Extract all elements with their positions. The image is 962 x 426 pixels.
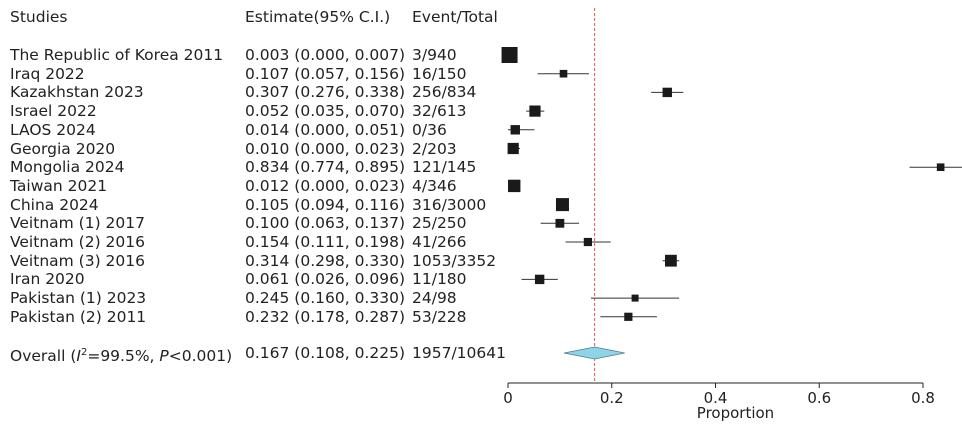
study-events: 316/3000: [412, 195, 487, 214]
study-events: 25/250: [412, 214, 467, 233]
study-estimate: 0.100 (0.063, 0.137): [245, 214, 405, 233]
point-estimate: [664, 254, 677, 267]
study-estimate: 0.052 (0.035, 0.070): [245, 102, 405, 121]
study-label: Israel 2022: [10, 102, 97, 121]
study-estimate: 0.154 (0.111, 0.198): [245, 233, 405, 251]
study-label: The Republic of Korea 2011: [10, 46, 224, 64]
study-events: 32/613: [412, 102, 467, 121]
point-estimate: [510, 125, 520, 135]
point-estimate: [583, 237, 592, 247]
study-label: Veitnam (3) 2016: [10, 251, 145, 270]
overall-events: 1957/10641: [412, 344, 506, 362]
study-events: 41/266: [412, 233, 467, 251]
point-estimate: [624, 312, 633, 321]
x-axis-label: Proportion: [697, 404, 774, 422]
study-label: Kazakhstan 2023: [10, 83, 144, 102]
study-label: Pakistan (2) 2011: [10, 307, 147, 326]
study-events: 3/940: [412, 46, 457, 64]
studies-header: Studies: [10, 8, 68, 26]
study-estimate: 0.245 (0.160, 0.330): [245, 289, 405, 308]
study-events: 4/346: [412, 176, 457, 195]
point-estimate: [508, 179, 521, 193]
study-events: 2/203: [412, 139, 457, 158]
point-estimate: [501, 47, 518, 63]
study-events: 24/98: [412, 289, 457, 308]
study-estimate: 0.012 (0.000, 0.023): [245, 176, 405, 195]
overall-label: Overall (I2=99.5%, P<0.001): [10, 347, 233, 366]
point-estimate: [936, 163, 945, 171]
point-estimate: [631, 294, 639, 302]
study-label: Taiwan 2021: [10, 176, 108, 195]
x-tick-label: 0: [503, 389, 513, 407]
point-estimate: [534, 274, 545, 285]
study-label: Veitnam (1) 2017: [10, 214, 145, 233]
point-estimate: [529, 105, 541, 117]
point-estimate: [507, 142, 519, 155]
study-estimate: 0.061 (0.026, 0.096): [245, 270, 405, 289]
point-estimate: [662, 87, 672, 98]
study-label: Iraq 2022: [10, 64, 85, 83]
study-label: LAOS 2024: [10, 120, 96, 139]
events-header: Event/Total: [412, 8, 498, 26]
study-estimate: 0.232 (0.178, 0.287): [245, 307, 405, 326]
study-label: Pakistan (1) 2023: [10, 289, 147, 308]
study-label: Mongolia 2024: [10, 158, 125, 177]
x-tick-label: 0.6: [807, 389, 831, 407]
study-events: 256/834: [412, 83, 477, 102]
study-estimate: 0.107 (0.057, 0.156): [245, 64, 405, 83]
study-estimate: 0.105 (0.094, 0.116): [245, 195, 405, 214]
study-events: 121/145: [412, 158, 477, 177]
study-events: 0/36: [412, 120, 447, 139]
point-estimate: [559, 69, 568, 78]
study-events: 53/228: [412, 307, 467, 326]
study-label: Veitnam (2) 2016: [10, 233, 145, 251]
point-estimate: [555, 198, 569, 212]
overall-diamond: [563, 346, 625, 360]
study-estimate: 0.307 (0.276, 0.338): [245, 83, 405, 102]
overall-estimate: 0.167 (0.108, 0.225): [245, 344, 405, 362]
point-estimate: [555, 218, 565, 228]
study-label: Georgia 2020: [10, 139, 116, 158]
study-estimate: 0.314 (0.298, 0.330): [245, 251, 405, 270]
study-label: Iran 2020: [10, 270, 85, 289]
x-tick-label: 0.2: [600, 389, 624, 407]
estimate-header: Estimate(95% C.I.): [245, 8, 391, 26]
study-label: China 2024: [10, 195, 99, 214]
x-tick-label: 0.4: [704, 389, 728, 407]
study-events: 16/150: [412, 64, 467, 83]
study-events: 1053/3352: [412, 251, 497, 270]
study-estimate: 0.003 (0.000, 0.007): [245, 46, 405, 64]
study-estimate: 0.834 (0.774, 0.895): [245, 158, 405, 177]
x-tick-label: 0.8: [911, 389, 935, 407]
study-estimate: 0.014 (0.000, 0.051): [245, 120, 405, 139]
study-estimate: 0.010 (0.000, 0.023): [245, 139, 405, 158]
study-events: 11/180: [412, 270, 467, 289]
